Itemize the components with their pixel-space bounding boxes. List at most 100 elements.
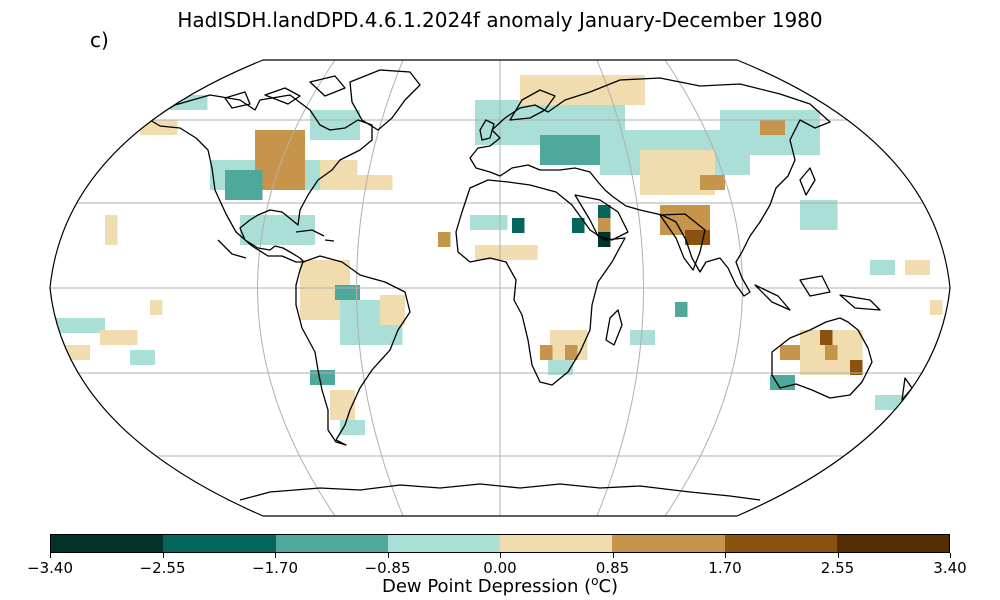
anomaly-cell <box>630 330 643 345</box>
colorbar-segment <box>500 535 613 552</box>
anomaly-cell <box>675 302 688 317</box>
anomaly-cell <box>870 260 883 275</box>
anomaly-cell <box>302 230 315 245</box>
anomaly-cell <box>390 330 403 345</box>
anomaly-cell <box>365 330 378 345</box>
anomaly-cell <box>267 145 280 160</box>
anomaly-cell <box>280 160 293 175</box>
globe-outline <box>49 59 951 517</box>
anomaly-cell <box>800 330 813 345</box>
colorbar-segment <box>724 535 837 552</box>
uk-coast <box>479 119 495 141</box>
anomaly-cell <box>800 360 813 375</box>
colorbar-segment <box>836 535 949 552</box>
colorbar-segment <box>612 535 725 552</box>
anomaly-cell <box>600 130 613 145</box>
anomaly-cell <box>887 395 900 410</box>
anomaly-cell <box>807 110 820 125</box>
anomaly-cell <box>702 150 715 165</box>
anomaly-cell <box>340 300 353 315</box>
anomaly-cell <box>267 160 280 175</box>
anomaly-cell <box>537 115 550 130</box>
anomaly-cell <box>607 90 620 105</box>
anomaly-cell <box>150 300 163 315</box>
anomaly-cell <box>265 215 278 230</box>
anomaly-cell <box>237 185 250 200</box>
anomaly-cell <box>280 130 293 145</box>
anomaly-cell <box>470 215 483 230</box>
anomaly-cell <box>438 232 451 247</box>
anomaly-cell <box>600 145 613 160</box>
anomaly-cell <box>565 150 578 165</box>
anomaly-cell <box>345 160 358 175</box>
anomaly-cell <box>650 130 663 145</box>
anomaly-cell <box>500 100 513 115</box>
anomaly-cell <box>512 130 525 145</box>
graticule <box>50 60 950 516</box>
africa-coast <box>455 179 626 386</box>
anomaly-cell <box>550 345 563 360</box>
anomaly-cell <box>290 215 303 230</box>
anomaly-cell <box>598 205 611 220</box>
anomaly-cell <box>600 160 613 175</box>
anomaly-cell <box>77 345 90 360</box>
anomaly-cell <box>582 75 595 90</box>
anomaly-cell <box>322 110 335 125</box>
anomaly-cell <box>210 175 223 190</box>
anomaly-cell <box>625 130 638 145</box>
anomaly-cell <box>837 345 850 360</box>
anomaly-cell <box>672 205 685 220</box>
anomaly-cell <box>557 90 570 105</box>
anomaly-cell <box>292 145 305 160</box>
anomaly-cell <box>325 305 338 320</box>
anomaly-cell <box>600 115 613 130</box>
anomaly-cell <box>575 115 588 130</box>
anomaly-cell <box>225 170 238 185</box>
anomaly-cell <box>280 145 293 160</box>
anomaly-cell <box>300 290 313 305</box>
anomaly-cell <box>570 90 583 105</box>
anomaly-cell <box>112 330 125 345</box>
anomaly-cell <box>807 140 820 155</box>
anomaly-cell <box>677 180 690 195</box>
anomaly-cell <box>250 170 263 185</box>
anomaly-cell <box>312 260 325 275</box>
anomaly-cell <box>512 115 525 130</box>
anomaly-cell <box>700 130 713 145</box>
colorbar-tick-label: −3.40 <box>27 559 73 577</box>
anomaly-cell <box>325 275 338 290</box>
anomaly-cell <box>237 170 250 185</box>
anomaly-cell <box>812 360 825 375</box>
colorbar-segment <box>387 535 500 552</box>
anomaly-cell <box>690 150 703 165</box>
anomaly-cell <box>340 330 353 345</box>
anomaly-cell <box>665 180 678 195</box>
anomaly-cell <box>277 215 290 230</box>
anomaly-cell <box>800 200 813 215</box>
anomaly-cell <box>290 230 303 245</box>
anomaly-cell <box>292 130 305 145</box>
anomaly-cell <box>825 345 838 360</box>
anomaly-cell <box>557 75 570 90</box>
anomaly-cell <box>495 215 508 230</box>
anomaly-cell <box>550 115 563 130</box>
anomaly-cell <box>210 160 223 175</box>
anomaly-cell <box>577 150 590 165</box>
anomaly-cell <box>620 90 633 105</box>
anomaly-cell <box>525 245 538 260</box>
anomaly-cell <box>332 160 345 175</box>
anomaly-cell <box>807 125 820 140</box>
anomaly-cell <box>662 130 675 145</box>
anomaly-cell <box>300 305 313 320</box>
anomaly-cell <box>652 180 665 195</box>
colorbar-tick-label: −2.55 <box>139 559 186 577</box>
anomaly-cell <box>325 290 338 305</box>
anomaly-cell <box>570 75 583 90</box>
anomaly-cell <box>277 230 290 245</box>
anomaly-cell <box>782 140 795 155</box>
anomaly-cell <box>255 145 268 160</box>
anomaly-cell <box>665 150 678 165</box>
anomaly-cell <box>320 160 333 175</box>
anomaly-cell <box>280 175 293 190</box>
anomaly-cell <box>105 230 118 245</box>
